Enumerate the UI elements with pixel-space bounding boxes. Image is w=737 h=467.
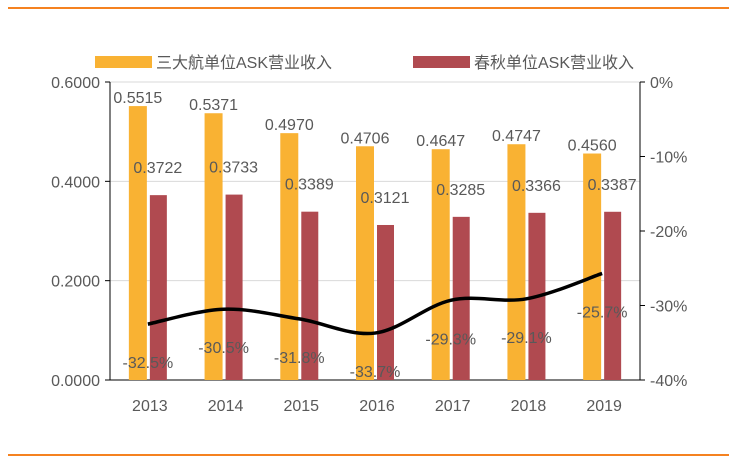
data-label-sanda: 0.4970 xyxy=(265,117,314,134)
data-label-sanda: 0.5515 xyxy=(113,90,162,107)
data-label-ratio: -29.1% xyxy=(501,330,552,347)
x-tick-label: 2015 xyxy=(283,398,319,415)
right-tick-label: -20% xyxy=(650,224,687,241)
right-tick-label: -30% xyxy=(650,299,687,316)
right-tick-label: 0% xyxy=(650,75,673,92)
data-label-ratio: -33.7% xyxy=(350,364,401,381)
data-label-chunqiu: 0.3366 xyxy=(512,178,561,195)
left-tick-label: 0.0000 xyxy=(51,373,100,390)
x-tick-label: 2018 xyxy=(511,398,547,415)
data-label-sanda: 0.4560 xyxy=(568,138,617,155)
data-label-chunqiu: 0.3722 xyxy=(133,160,182,177)
bar-sanda xyxy=(583,153,602,380)
data-label-ratio: -31.8% xyxy=(274,350,325,367)
bar-sanda xyxy=(128,106,147,381)
x-tick-label: 2014 xyxy=(208,398,244,415)
data-label-chunqiu: 0.3387 xyxy=(588,177,637,194)
bar-sanda xyxy=(204,113,223,381)
x-tick-label: 2016 xyxy=(359,398,395,415)
bar-sanda xyxy=(431,149,450,380)
data-label-chunqiu: 0.3121 xyxy=(361,190,410,207)
bar-sanda xyxy=(280,133,299,380)
x-tick-label: 2017 xyxy=(435,398,471,415)
data-label-ratio: -29.3% xyxy=(425,331,476,348)
left-tick-label: 0.2000 xyxy=(51,274,100,291)
data-label-chunqiu: 0.3733 xyxy=(209,160,258,177)
right-tick-label: -10% xyxy=(650,150,687,167)
bar-chunqiu xyxy=(149,195,167,380)
bar-sanda xyxy=(507,144,526,380)
data-label-chunqiu: 0.3389 xyxy=(285,177,334,194)
bar-chunqiu xyxy=(377,224,394,380)
bar-chunqiu xyxy=(301,211,319,380)
data-label-chunqiu: 0.3285 xyxy=(436,182,485,199)
data-label-ratio: -30.5% xyxy=(198,340,249,357)
legend-label-sanda: 三大航单位ASK营业收入 xyxy=(156,54,332,72)
data-label-sanda: 0.5371 xyxy=(189,97,238,114)
bar-chunqiu xyxy=(225,194,243,380)
data-label-sanda: 0.4706 xyxy=(341,130,390,147)
data-label-sanda: 0.4747 xyxy=(492,128,541,145)
right-tick-label: -40% xyxy=(650,373,687,390)
legend-swatch-chunqiu xyxy=(413,56,470,68)
left-tick-label: 0.6000 xyxy=(51,75,100,92)
legend-swatch-sanda xyxy=(95,56,152,68)
bar-sanda xyxy=(356,146,374,380)
legend-label-chunqiu: 春秋单位ASK营业收入 xyxy=(474,54,634,72)
data-label-ratio: -32.5% xyxy=(123,355,174,372)
x-tick-label: 2013 xyxy=(132,398,168,415)
bar-chunqiu xyxy=(604,211,622,380)
line-ratio xyxy=(147,271,603,336)
data-label-ratio: -25.7% xyxy=(577,304,628,321)
x-tick-label: 2019 xyxy=(586,398,622,415)
data-label-sanda: 0.4647 xyxy=(416,133,465,150)
left-tick-label: 0.4000 xyxy=(51,174,100,191)
